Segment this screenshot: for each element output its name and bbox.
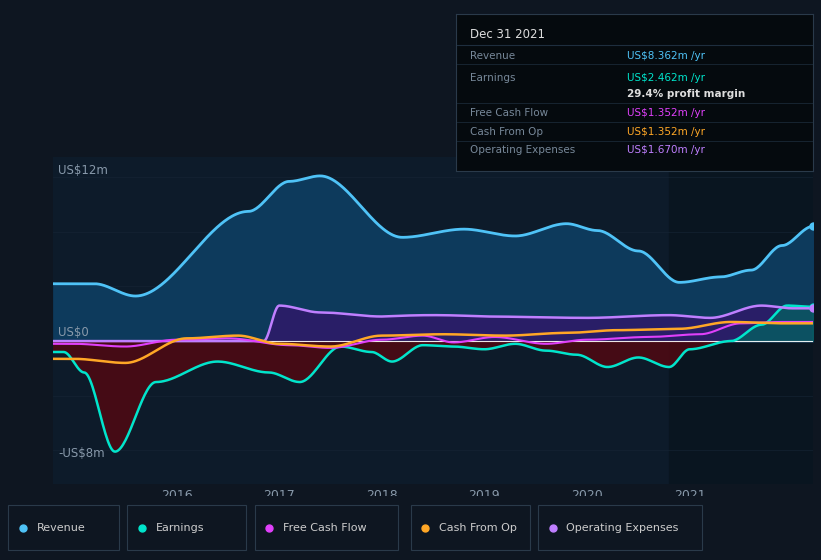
Bar (669, 157, 813, 484)
Text: Revenue: Revenue (470, 52, 515, 62)
Text: US$1.352m /yr: US$1.352m /yr (627, 127, 705, 137)
Text: Operating Expenses: Operating Expenses (566, 523, 679, 533)
Text: Cash From Op: Cash From Op (470, 127, 543, 137)
Text: US$1.352m /yr: US$1.352m /yr (627, 108, 705, 118)
Text: US$0: US$0 (58, 326, 89, 339)
Text: Free Cash Flow: Free Cash Flow (283, 523, 367, 533)
Text: Earnings: Earnings (156, 523, 204, 533)
Text: Dec 31 2021: Dec 31 2021 (470, 28, 545, 41)
Text: -US$8m: -US$8m (58, 447, 105, 460)
Text: US$8.362m /yr: US$8.362m /yr (627, 52, 705, 62)
Text: Operating Expenses: Operating Expenses (470, 146, 576, 156)
Text: Earnings: Earnings (470, 73, 516, 83)
Text: Revenue: Revenue (37, 523, 85, 533)
Text: Free Cash Flow: Free Cash Flow (470, 108, 548, 118)
Text: US$2.462m /yr: US$2.462m /yr (627, 73, 705, 83)
Text: US$1.670m /yr: US$1.670m /yr (627, 146, 705, 156)
Text: Cash From Op: Cash From Op (439, 523, 517, 533)
Text: 29.4% profit margin: 29.4% profit margin (627, 89, 745, 99)
Text: US$12m: US$12m (58, 164, 108, 178)
